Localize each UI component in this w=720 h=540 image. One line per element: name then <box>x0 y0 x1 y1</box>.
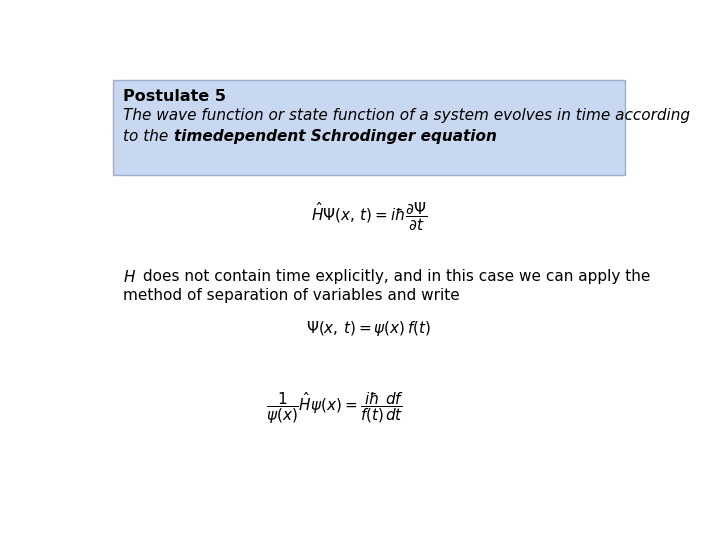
Text: timedependent Schrodinger equation: timedependent Schrodinger equation <box>174 129 497 144</box>
Text: $\Psi(x,\,t) = \psi(x)\,f(t)$: $\Psi(x,\,t) = \psi(x)\,f(t)$ <box>307 319 431 339</box>
Text: does not contain time explicitly, and in this case we can apply the: does not contain time explicitly, and in… <box>138 268 651 284</box>
Text: to the: to the <box>124 129 174 144</box>
Text: method of separation of variables and write: method of separation of variables and wr… <box>124 288 460 303</box>
FancyBboxPatch shape <box>114 80 624 175</box>
Text: $H$: $H$ <box>124 268 137 285</box>
Text: $\dfrac{1}{\psi(x)}\hat{H}\psi(x) = \dfrac{i\hbar}{f(t)}\dfrac{df}{dt}$: $\dfrac{1}{\psi(x)}\hat{H}\psi(x) = \dfr… <box>266 390 405 426</box>
Text: The wave function or state function of a system evolves in time according: The wave function or state function of a… <box>124 109 690 124</box>
Text: $\hat{H}\Psi(x,\,t) = i\hbar\dfrac{\partial\Psi}{\partial t}$: $\hat{H}\Psi(x,\,t) = i\hbar\dfrac{\part… <box>311 200 427 233</box>
Text: Postulate 5: Postulate 5 <box>124 89 227 104</box>
